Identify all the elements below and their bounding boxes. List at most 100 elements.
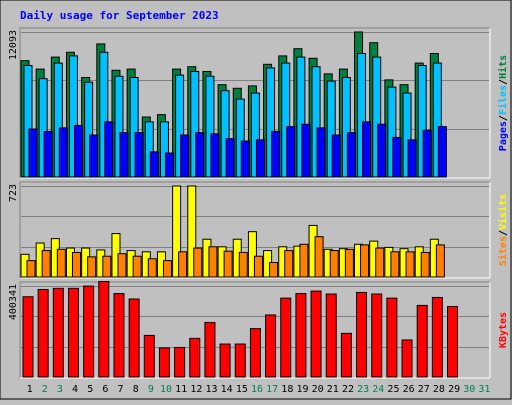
bar-sites [208,246,218,278]
bar-kbytes [52,287,64,378]
x-tick-label: 27 [418,384,430,395]
bar-sites [360,244,370,278]
bar-files [205,75,215,178]
y-axis-label-part: Pages [498,121,509,151]
bar-sites [435,244,445,278]
x-tick-label: 18 [281,384,293,395]
bar-pages [286,126,296,178]
bar-kbytes [371,293,383,378]
bar-pages [437,126,447,178]
bar-kbytes [310,290,322,378]
x-tick-label: 23 [357,384,369,395]
bar-pages [149,151,159,178]
y-axis-label-part: Visits [497,194,509,230]
bar-kbytes [431,296,443,378]
bar-pages [422,129,432,178]
bar-sites [314,236,324,278]
bar-files [129,76,139,178]
bar-kbytes [280,297,292,378]
series-pages [28,121,447,178]
bar-files [38,78,48,178]
bar-pages [240,140,250,178]
x-tick-labels: 1 2 3 4 5 6 7 8 9 10 11 12 13 14 15 16 17 18 19 20 21 22 23 24 2… [27,384,491,395]
bar-kbytes [325,293,337,378]
x-tick-label: 15 [236,384,248,395]
bar-sites [344,248,354,278]
bar-kbytes [340,332,352,378]
x-tick-label: 31 [478,384,490,395]
bar-files [114,75,124,178]
y-max-label: 12093 [8,30,19,60]
chart-panels: 12093Pages/Files/Hits723Sites/Visits4003… [8,27,509,379]
bar-pages [164,152,174,178]
x-tick-label: 14 [221,384,233,395]
bar-files [296,56,306,178]
x-tick-label: 26 [403,384,415,395]
x-tick-label: 19 [296,384,308,395]
y-max-label: 723 [8,184,19,202]
bar-pages [255,139,265,178]
y-axis-label-part: Sites [497,236,509,266]
bar-files [220,90,230,178]
bar-sites [284,250,294,278]
series-files [23,51,442,178]
bar-kbytes [98,281,110,378]
bar-files [357,52,367,178]
bar-kbytes [143,334,155,378]
series-sites [26,236,445,278]
x-tick-label: 10 [160,384,172,395]
bar-files [387,86,397,178]
bar-kbytes [356,291,368,378]
bar-sites [41,250,51,278]
bar-files [190,70,200,178]
x-tick-label: 20 [312,384,324,395]
bar-files [23,64,33,178]
bar-sites [223,250,233,278]
bar-pages [301,123,311,178]
x-tick-label: 22 [342,384,354,395]
bar-pages [180,134,190,178]
bar-pages [362,121,372,178]
bar-kbytes [113,293,125,378]
x-tick-label: 28 [433,384,445,395]
bar-sites [178,251,188,278]
bar-sites [87,256,97,278]
bar-sites [405,251,415,278]
bar-pages [210,133,220,178]
bar-kbytes [158,347,170,378]
bar-kbytes [204,321,216,378]
panel-visits-sites: 723 Sites/Visits [8,181,509,279]
bar-visits [247,231,257,278]
bar-sites [375,247,385,278]
bar-sites [26,260,36,278]
y-axis-label: Sites/Visits [497,194,509,266]
series-kbytes [22,281,459,378]
x-tick-label: 8 [133,384,139,395]
y-axis-label-part: Hits [497,55,509,79]
bar-files [99,51,109,178]
y-axis-label: KBytes [498,312,509,348]
bar-files [341,76,351,178]
x-tick-label: 5 [87,384,93,395]
bar-pages [28,128,38,178]
bar-sites [102,255,112,278]
bar-kbytes [295,293,307,378]
y-axis-label-part: / [498,115,509,121]
x-tick-label: 9 [148,384,154,395]
bar-visits [172,185,182,278]
chart-title: Daily usage for September 2023 [20,9,219,22]
bar-files [250,92,260,178]
bar-visits [187,185,197,278]
y-axis-label: Pages/Files/Hits [497,55,509,151]
bar-files [432,62,442,178]
bar-files [372,56,382,178]
bar-files [53,62,63,178]
bar-kbytes [174,346,186,378]
x-tick-label: 25 [387,384,399,395]
bar-files [281,62,291,178]
y-axis-label-part: Files [497,85,509,115]
bar-sites [147,258,157,278]
bar-kbytes [265,314,277,378]
